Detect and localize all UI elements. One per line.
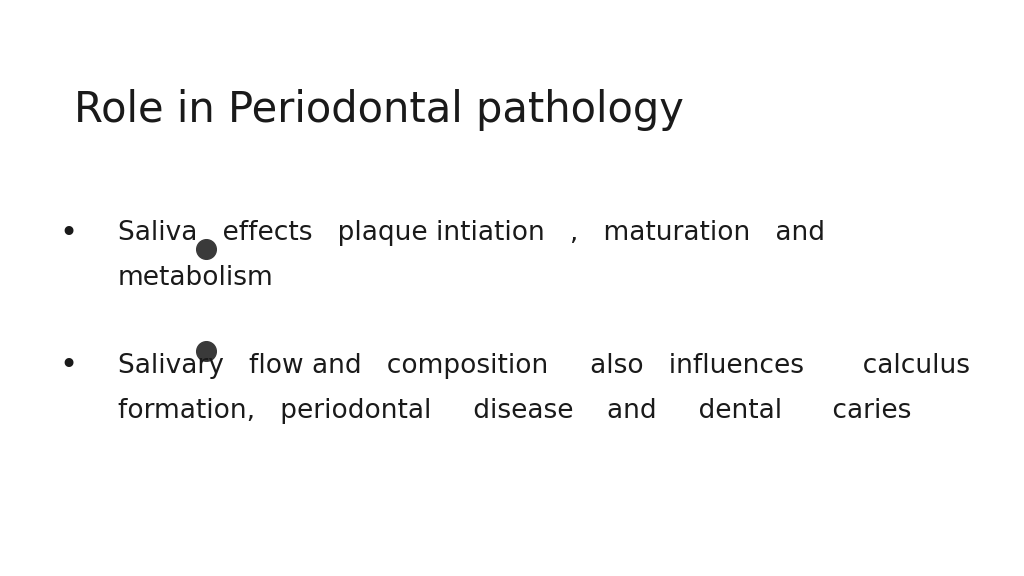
Text: Role in Periodontal pathology: Role in Periodontal pathology <box>74 89 684 131</box>
Text: Salivary   flow and   composition     also   influences       calculus: Salivary flow and composition also influ… <box>118 353 970 379</box>
Point <box>198 244 214 253</box>
Text: •: • <box>59 219 78 248</box>
Text: metabolism: metabolism <box>118 265 273 291</box>
Text: formation,   periodontal     disease    and     dental      caries: formation, periodontal disease and denta… <box>118 397 911 424</box>
Text: Saliva   effects   plaque intiation   ,   maturation   and: Saliva effects plaque intiation , matura… <box>118 220 824 247</box>
Text: •: • <box>59 351 78 380</box>
Point <box>198 346 214 355</box>
